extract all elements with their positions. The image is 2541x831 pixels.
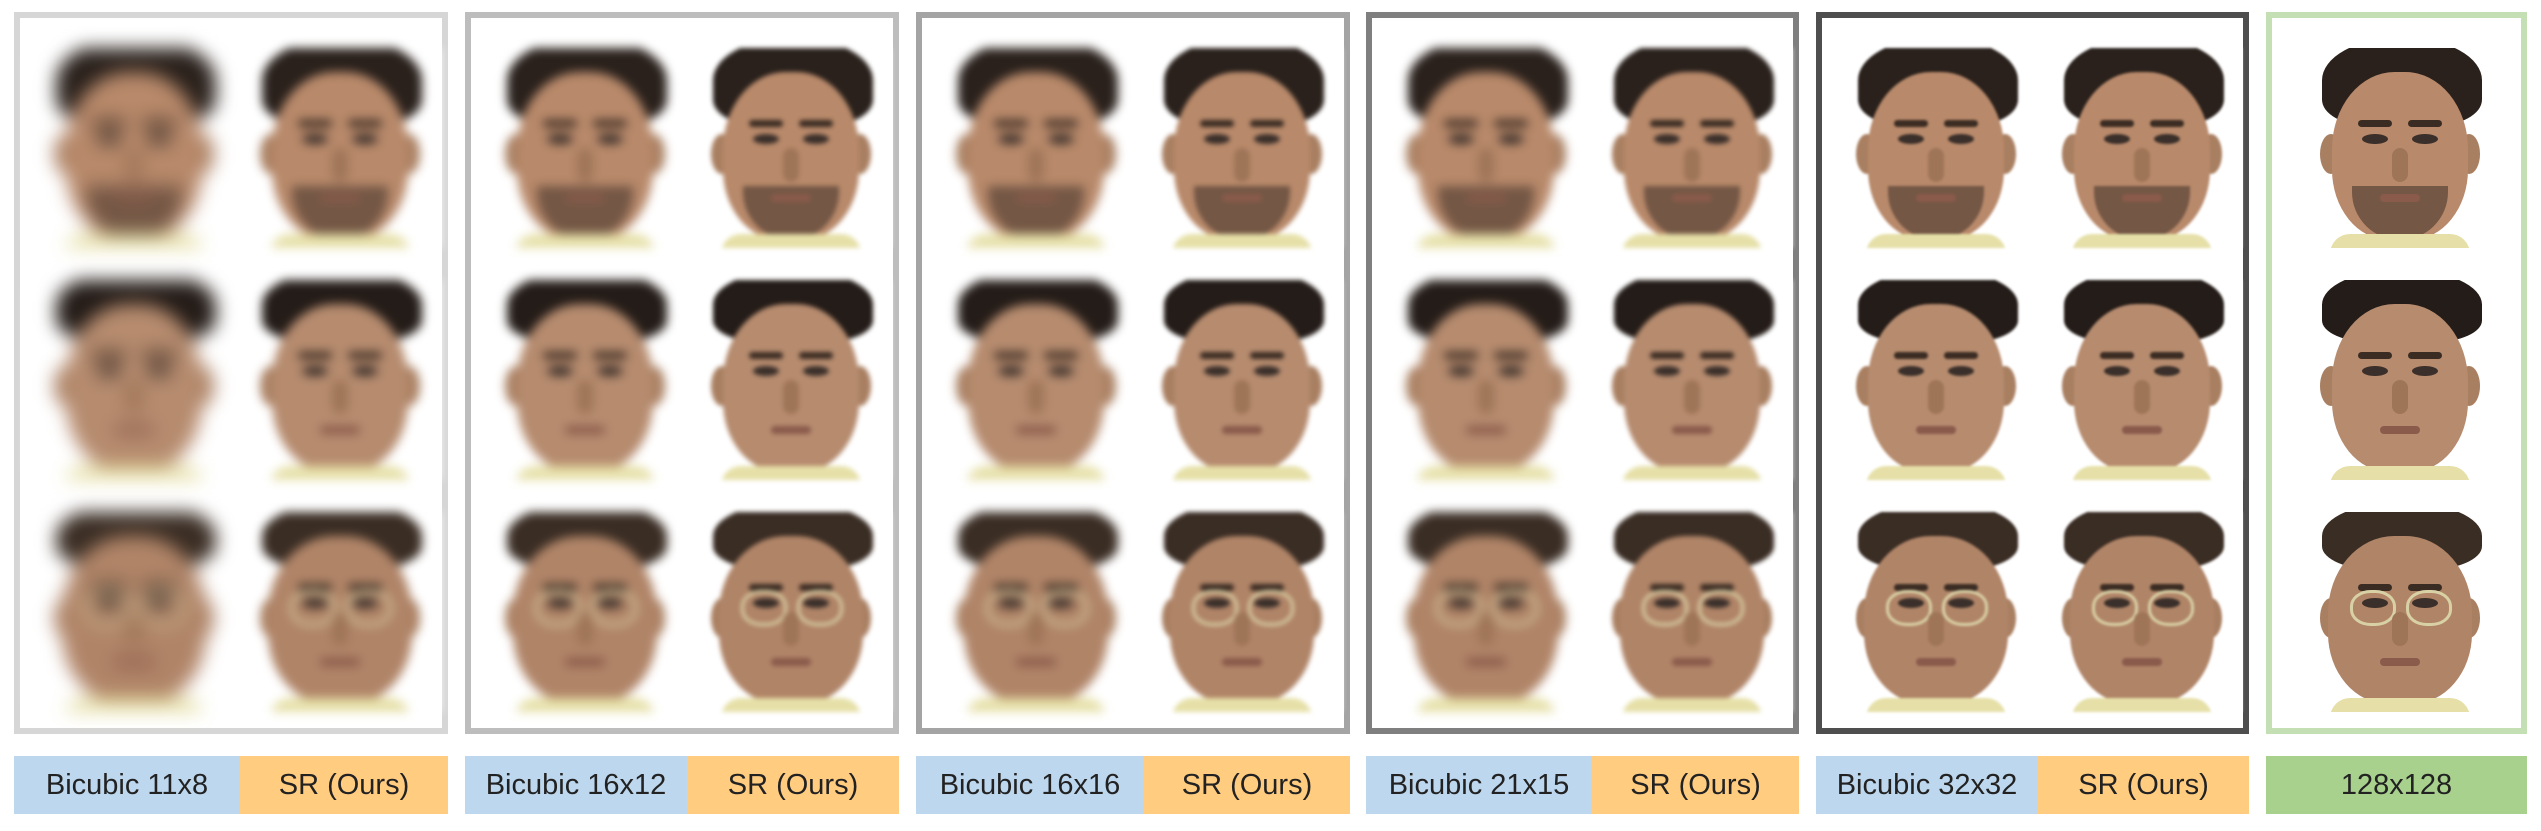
face-image-sr-subject-3 <box>1142 512 1342 712</box>
face-image-sr-subject-3 <box>1592 512 1792 712</box>
comparison-panel-ground-truth <box>2266 12 2527 734</box>
face-image-ground-truth-subject-2 <box>2300 280 2500 480</box>
comparison-panel-16x16 <box>916 12 1350 734</box>
face-image-sr-subject-1 <box>240 48 440 248</box>
face-image-bicubic-subject-3 <box>34 512 234 712</box>
face-image-bicubic-subject-1 <box>1836 48 2036 248</box>
face-image-bicubic-subject-2 <box>485 280 685 480</box>
face-image-sr-subject-3 <box>2042 512 2242 712</box>
label-bicubic-11x8: Bicubic 11x8 <box>14 756 240 814</box>
face-image-sr-subject-2 <box>2042 280 2242 480</box>
comparison-panel-21x15 <box>1366 12 1799 734</box>
label-bicubic-32x32: Bicubic 32x32 <box>1816 756 2038 814</box>
face-image-bicubic-subject-3 <box>1386 512 1586 712</box>
face-image-bicubic-subject-1 <box>936 48 1136 248</box>
face-image-sr-subject-1 <box>1592 48 1792 248</box>
face-image-bicubic-subject-2 <box>1386 280 1586 480</box>
label-sr-ours-21x15: SR (Ours) <box>1592 756 1799 814</box>
face-image-sr-subject-2 <box>1142 280 1342 480</box>
comparison-panel-11x8 <box>14 12 448 734</box>
face-image-sr-subject-3 <box>240 512 440 712</box>
label-ground-truth-128x128: 128x128 <box>2266 756 2527 814</box>
label-bicubic-21x15: Bicubic 21x15 <box>1366 756 1592 814</box>
face-image-sr-subject-2 <box>240 280 440 480</box>
label-sr-ours-16x12: SR (Ours) <box>687 756 899 814</box>
face-image-sr-subject-2 <box>691 280 891 480</box>
face-image-bicubic-subject-1 <box>1386 48 1586 248</box>
face-image-sr-subject-1 <box>1142 48 1342 248</box>
face-image-bicubic-subject-1 <box>34 48 234 248</box>
face-image-bicubic-subject-1 <box>485 48 685 248</box>
label-bicubic-16x12: Bicubic 16x12 <box>465 756 687 814</box>
label-sr-ours-11x8: SR (Ours) <box>240 756 448 814</box>
face-image-bicubic-subject-2 <box>34 280 234 480</box>
face-image-bicubic-subject-2 <box>936 280 1136 480</box>
face-image-bicubic-subject-2 <box>1836 280 2036 480</box>
comparison-panel-16x12 <box>465 12 899 734</box>
label-bicubic-16x16: Bicubic 16x16 <box>916 756 1144 814</box>
face-image-sr-subject-1 <box>691 48 891 248</box>
face-image-sr-subject-2 <box>1592 280 1792 480</box>
face-image-bicubic-subject-3 <box>485 512 685 712</box>
face-image-bicubic-subject-3 <box>1836 512 2036 712</box>
face-image-bicubic-subject-3 <box>936 512 1136 712</box>
face-image-sr-subject-3 <box>691 512 891 712</box>
face-image-ground-truth-subject-1 <box>2300 48 2500 248</box>
face-image-ground-truth-subject-3 <box>2300 512 2500 712</box>
label-sr-ours-32x32: SR (Ours) <box>2038 756 2249 814</box>
label-sr-ours-16x16: SR (Ours) <box>1144 756 1350 814</box>
comparison-panel-32x32 <box>1816 12 2249 734</box>
face-image-sr-subject-1 <box>2042 48 2242 248</box>
